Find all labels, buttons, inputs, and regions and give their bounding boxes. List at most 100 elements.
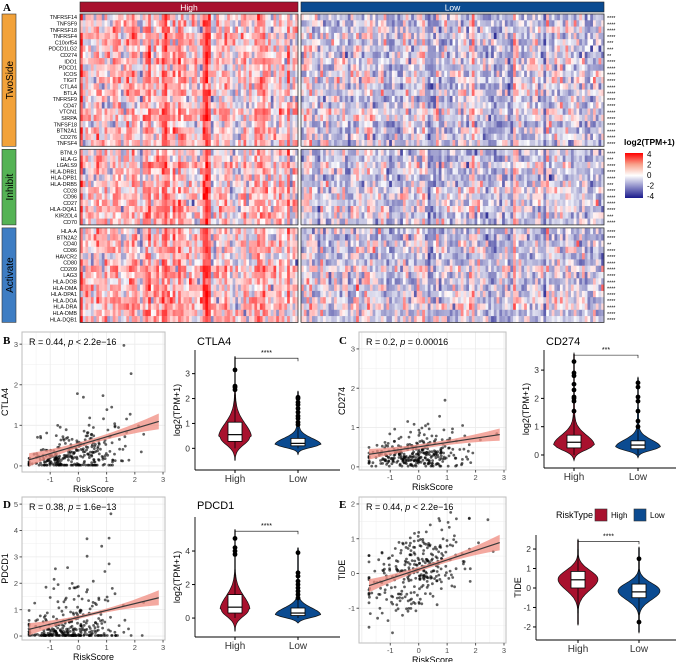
- heatmap-cell: [411, 39, 415, 46]
- heatmap-cell: [452, 121, 456, 128]
- heatmap-cell: [405, 95, 409, 103]
- heatmap-cell: [254, 127, 258, 134]
- heatmap-cell: [394, 70, 398, 78]
- heatmap-cell: [598, 83, 602, 90]
- heatmap-cell: [259, 149, 263, 156]
- heatmap-cell: [235, 149, 239, 156]
- heatmap-cell: [568, 108, 572, 116]
- heatmap-cell: [595, 64, 599, 71]
- heatmap-cell: [96, 89, 100, 97]
- heatmap-cell: [485, 168, 489, 175]
- heatmap-cell: [496, 26, 500, 34]
- heatmap-cell: [312, 26, 316, 34]
- heatmap-cell: [172, 58, 176, 65]
- heatmap-cell: [510, 108, 514, 116]
- heatmap-cell: [240, 77, 244, 84]
- heatmap-cell: [380, 58, 384, 65]
- heatmap-cell: [232, 20, 236, 27]
- heatmap-cell: [197, 70, 201, 78]
- heatmap-cell: [592, 32, 597, 40]
- heatmap-cell: [175, 174, 179, 182]
- heatmap-cell: [526, 155, 530, 163]
- heatmap-cell: [150, 114, 154, 122]
- heatmap-cell: [218, 108, 222, 116]
- heatmap-cell: [493, 26, 497, 34]
- heatmap-cell: [159, 20, 163, 27]
- heatmap-cell: [518, 20, 522, 27]
- heatmap-cell: [218, 168, 222, 175]
- heatmap-cell: [350, 155, 354, 163]
- heatmap-cell: [488, 121, 492, 128]
- heatmap-cell: [112, 20, 116, 27]
- heatmap-cell: [235, 64, 239, 71]
- heatmap-cell: [169, 64, 173, 71]
- heatmap-cell: [235, 58, 239, 65]
- heatmap-cell: [281, 114, 285, 122]
- heatmap-cell: [482, 133, 486, 141]
- heatmap-cell: [444, 70, 448, 78]
- heatmap-cell: [104, 89, 108, 97]
- heatmap-cell: [107, 127, 111, 134]
- heatmap-cell: [424, 58, 428, 65]
- heatmap-cell: [312, 121, 316, 128]
- heatmap-cell: [430, 121, 434, 128]
- heatmap-cell: [145, 168, 149, 175]
- heatmap-cell: [292, 45, 296, 53]
- heatmap-cell: [397, 32, 401, 40]
- heatmap-cell: [101, 108, 105, 116]
- heatmap-cell: [309, 108, 313, 116]
- heatmap-cell: [364, 83, 368, 90]
- heatmap-cell: [452, 70, 456, 78]
- heatmap-cell: [576, 161, 580, 169]
- heatmap-cell: [444, 39, 448, 46]
- heatmap-cell: [137, 149, 141, 156]
- heatmap-cell: [449, 77, 453, 84]
- heatmap-cell: [342, 20, 346, 27]
- heatmap-cell: [232, 133, 236, 141]
- heatmap-cell: [251, 108, 255, 116]
- heatmap-cell: [424, 89, 428, 97]
- heatmap-cell: [424, 64, 428, 71]
- heatmap-cell: [120, 89, 124, 97]
- heatmap-cell: [408, 51, 412, 59]
- heatmap-cell: [325, 89, 329, 97]
- heatmap-cell: [548, 127, 552, 134]
- heatmap-cell: [469, 77, 473, 84]
- heatmap-cell: [518, 102, 522, 109]
- heatmap-cell: [93, 39, 97, 46]
- heatmap-cell: [85, 45, 89, 53]
- heatmap-cell: [104, 127, 108, 134]
- heatmap-cell: [156, 174, 160, 182]
- heatmap-cell: [592, 140, 597, 147]
- heatmap-cell: [353, 155, 357, 163]
- heatmap-cell: [559, 39, 563, 46]
- heatmap-cell: [375, 51, 379, 59]
- heatmap-cell: [334, 51, 338, 59]
- heatmap-cell: [584, 89, 588, 97]
- heatmap-cell: [129, 77, 133, 84]
- heatmap-cell: [126, 51, 130, 59]
- heatmap-cell: [172, 149, 176, 156]
- heatmap-cell: [394, 83, 398, 90]
- heatmap-cell: [452, 161, 456, 169]
- heatmap-cell: [235, 26, 239, 34]
- heatmap-cell: [380, 155, 384, 163]
- heatmap-cell: [554, 39, 558, 46]
- heatmap-cell: [372, 77, 376, 84]
- heatmap-cell: [397, 140, 401, 147]
- heatmap-cell: [227, 149, 231, 156]
- heatmap-cell: [507, 70, 511, 78]
- heatmap-cell: [104, 140, 108, 147]
- heatmap-cell: [246, 127, 250, 134]
- heatmap-cell: [347, 14, 351, 21]
- heatmap-cell: [515, 77, 519, 84]
- heatmap-cell: [309, 64, 313, 71]
- heatmap-cell: [180, 45, 184, 53]
- heatmap-cell: [88, 39, 92, 46]
- heatmap-cell: [391, 45, 395, 53]
- heatmap-cell: [452, 77, 456, 84]
- heatmap-cell: [129, 39, 133, 46]
- heatmap-cell: [172, 161, 176, 169]
- heatmap-cell: [581, 83, 586, 90]
- heatmap-cell: [513, 174, 517, 182]
